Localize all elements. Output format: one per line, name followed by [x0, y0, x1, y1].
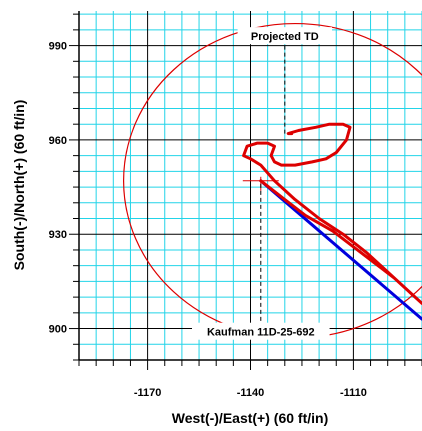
annotation-box	[237, 27, 332, 45]
y-tick-label: 930	[49, 229, 67, 241]
y-tick-label: 960	[49, 135, 67, 147]
projected-td-label: Projected TD	[251, 31, 319, 43]
series-layer	[242, 122, 422, 321]
x-tick-label: -1110	[340, 387, 367, 399]
x-tick-label: -1140	[237, 387, 265, 399]
y-axis-title: South(-)/North(+) (60 ft/in)	[11, 100, 27, 271]
y-tick-label: 990	[49, 41, 67, 53]
well-name-label: Kaufman 11D-25-692	[207, 327, 315, 339]
plan-trajectory-line	[259, 179, 422, 321]
major-grid	[79, 11, 422, 360]
annotation-layer: Projected TD Kaufman 11D-25-692	[191, 27, 332, 340]
x-tick-label: -1170	[134, 387, 162, 399]
start-crosshair	[242, 176, 279, 191]
x-axis-title: West(-)/East(+) (60 ft/in)	[172, 410, 328, 426]
y-tick-label: 900	[49, 324, 67, 336]
tick-labels: -1170 -1140 -1110 900 930 960 990	[49, 41, 367, 399]
actual-trajectory-line	[242, 122, 422, 305]
axes	[69, 11, 422, 370]
annotation-box	[191, 322, 330, 340]
